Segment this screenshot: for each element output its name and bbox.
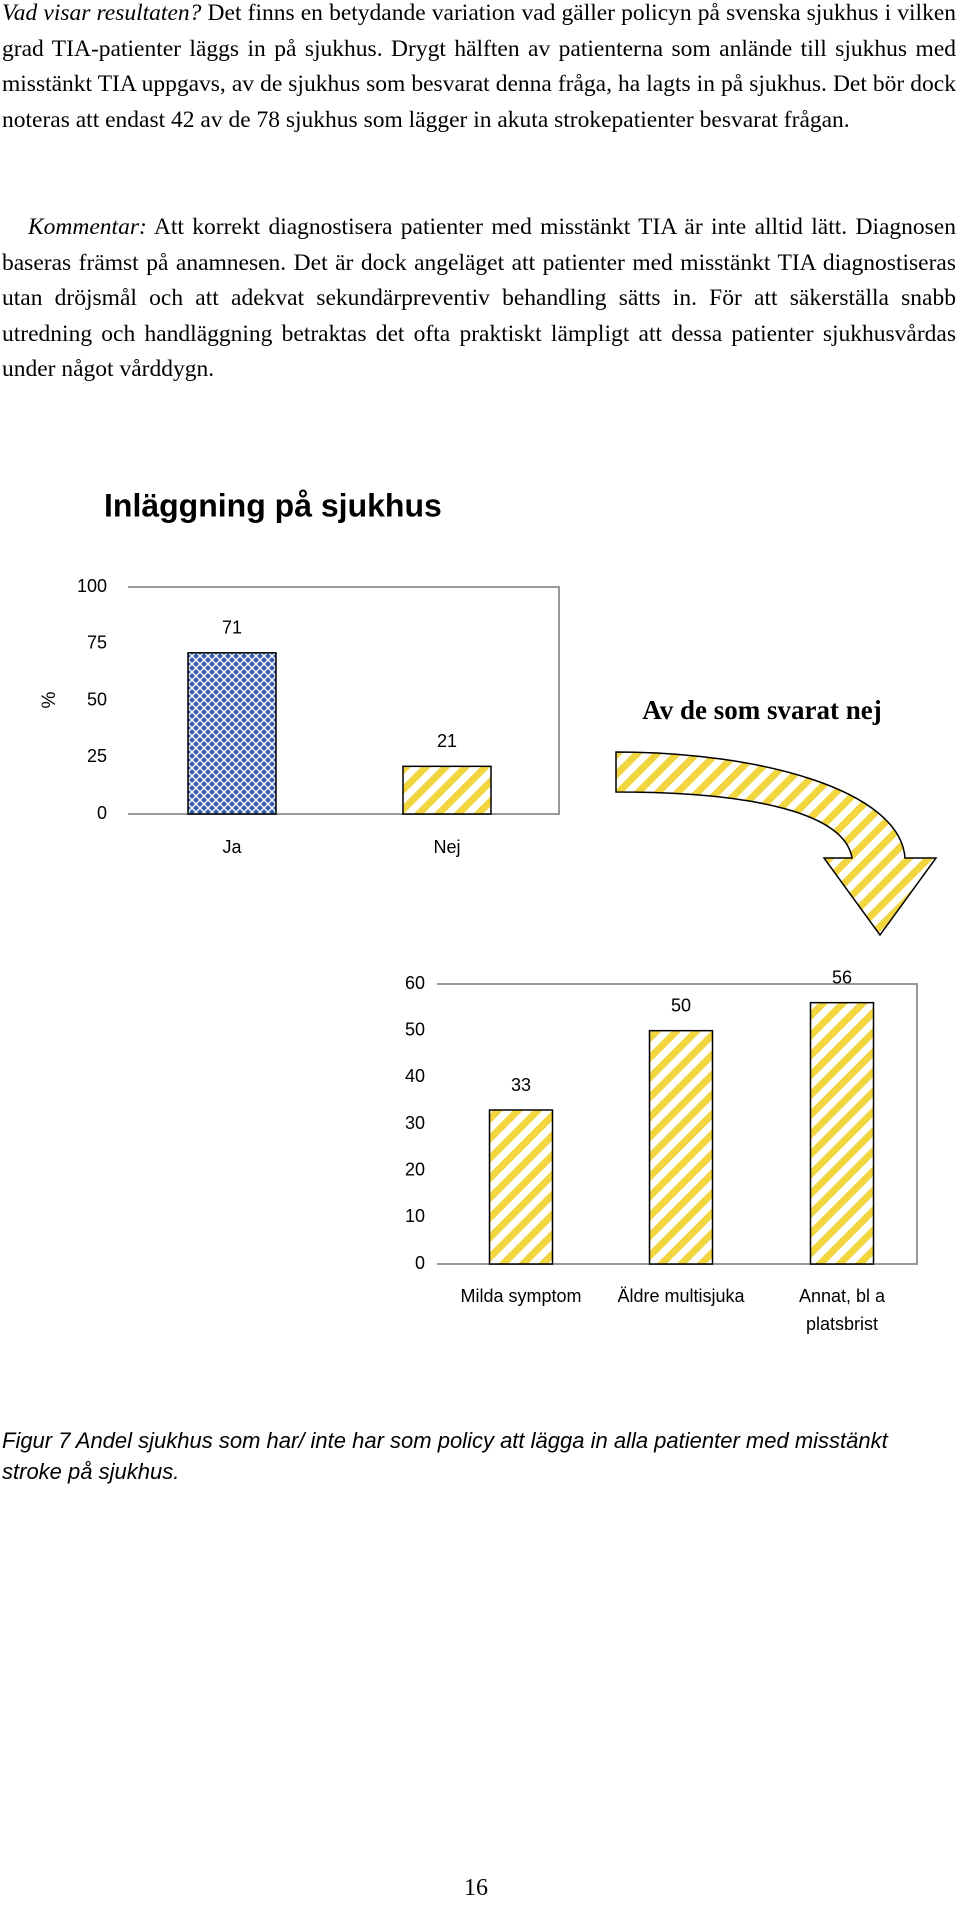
page-number: 16 [464, 1875, 488, 1901]
plot-frame [128, 586, 560, 815]
y-tick-label: 25 [87, 746, 107, 766]
y-tick-label: 50 [405, 1019, 425, 1039]
y-tick-label: 0 [415, 1253, 425, 1273]
data-label: 21 [437, 731, 457, 751]
bar [488, 1109, 554, 1265]
arrow [615, 751, 938, 937]
y-tick-label: 60 [405, 973, 425, 993]
data-label: 56 [832, 967, 852, 987]
y-tick-label: 20 [405, 1159, 425, 1179]
paragraph: Kommentar: Att korrekt diagnostisera pat… [2, 210, 956, 388]
y-tick-label: 75 [87, 633, 107, 653]
x-tick-label: Annat, bl a platsbrist [798, 1286, 886, 1334]
chart-title: Inläggning på sjukhus [104, 487, 442, 523]
y-tick-label: 40 [405, 1066, 425, 1086]
body: Att korrekt diagnostisera patienter med … [2, 214, 956, 382]
data-label: 71 [222, 618, 242, 638]
y-tick-label: 100 [77, 576, 107, 596]
data-label: 33 [511, 1075, 531, 1095]
x-tick-label: Milda symptom [460, 1286, 582, 1306]
bar [402, 765, 492, 815]
bar [187, 652, 277, 815]
y-tick-label: 0 [97, 803, 107, 823]
data-label: 50 [671, 995, 691, 1015]
y-tick-label: 30 [405, 1113, 425, 1133]
lead: Vad visar resultaten? [2, 0, 202, 26]
y-tick-label: 50 [87, 689, 107, 709]
body: Det finns en betydande variation vad gäl… [2, 0, 956, 133]
x-tick-label: Ja [222, 837, 242, 857]
caption: Figur 7 Andel sjukhus som har/ inte har … [2, 1428, 888, 1484]
x-tick-label: Nej [433, 837, 460, 857]
bar [809, 1001, 875, 1265]
x-tick-label: Äldre multisjuka [617, 1286, 745, 1306]
paragraph: Vad visar resultaten? Det finns en betyd… [2, 0, 956, 138]
bar [648, 1029, 714, 1265]
y-axis-label: % [39, 691, 60, 708]
lead: Kommentar: [28, 214, 147, 240]
annotation: Av de som svarat nej [642, 695, 881, 725]
y-tick-label: 10 [405, 1206, 425, 1226]
